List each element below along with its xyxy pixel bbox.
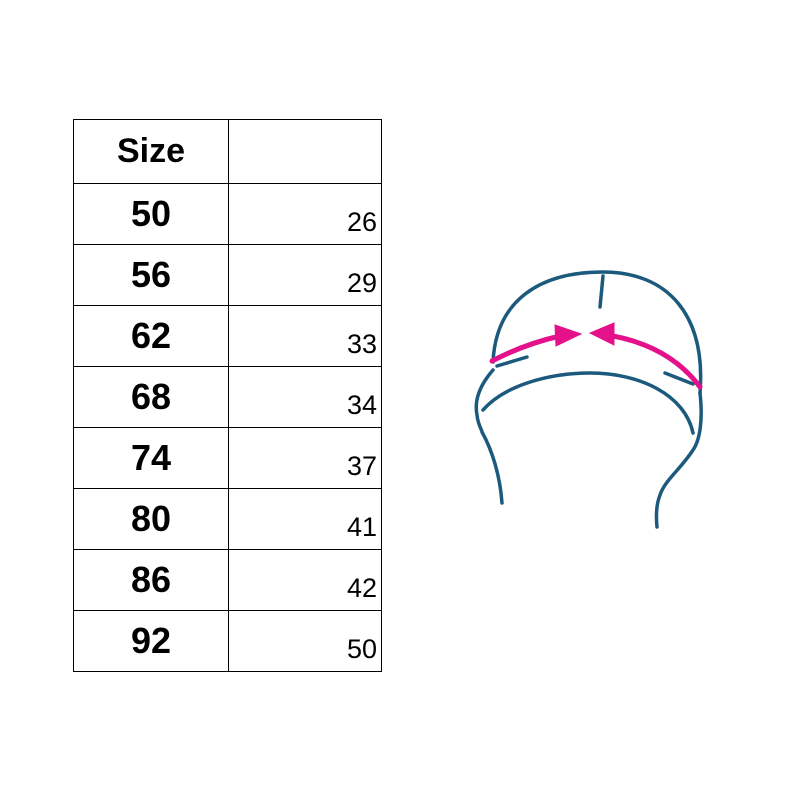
table-row: 74 37 xyxy=(73,427,382,489)
size-table: Size 50 26 56 29 62 33 68 34 74 37 80 41 86 42 … xyxy=(73,119,382,672)
hat-fold-left xyxy=(495,355,529,368)
measurement-arrows xyxy=(489,322,703,390)
table-row: 56 29 xyxy=(73,244,382,306)
value-cell: 37 xyxy=(228,427,382,489)
size-cell: 74 xyxy=(73,427,229,489)
size-cell: 56 xyxy=(73,244,229,306)
header-value xyxy=(228,119,382,184)
hat-dome xyxy=(491,270,703,395)
table-row: 62 33 xyxy=(73,305,382,367)
size-cell: 62 xyxy=(73,305,229,367)
table-row: 80 41 xyxy=(73,488,382,550)
size-cell: 68 xyxy=(73,366,229,428)
hat-brim-right xyxy=(654,391,703,529)
value-cell: 41 xyxy=(228,488,382,550)
value-cell: 33 xyxy=(228,305,382,367)
hat-fold-right xyxy=(663,371,695,386)
size-cell: 92 xyxy=(73,610,229,672)
table-header: Size xyxy=(73,119,382,184)
value-cell: 34 xyxy=(228,366,382,428)
hat-seam xyxy=(598,274,605,309)
size-cell: 80 xyxy=(73,488,229,550)
hat-brim-left xyxy=(474,368,504,505)
table-row: 68 34 xyxy=(73,366,382,428)
table-row: 86 42 xyxy=(73,549,382,611)
header-size: Size xyxy=(73,119,229,184)
value-cell: 26 xyxy=(228,183,382,245)
value-cell: 42 xyxy=(228,549,382,611)
value-cell: 50 xyxy=(228,610,382,672)
value-cell: 29 xyxy=(228,244,382,306)
table-row: 92 50 xyxy=(73,610,382,672)
hat-brim-top xyxy=(481,371,695,435)
